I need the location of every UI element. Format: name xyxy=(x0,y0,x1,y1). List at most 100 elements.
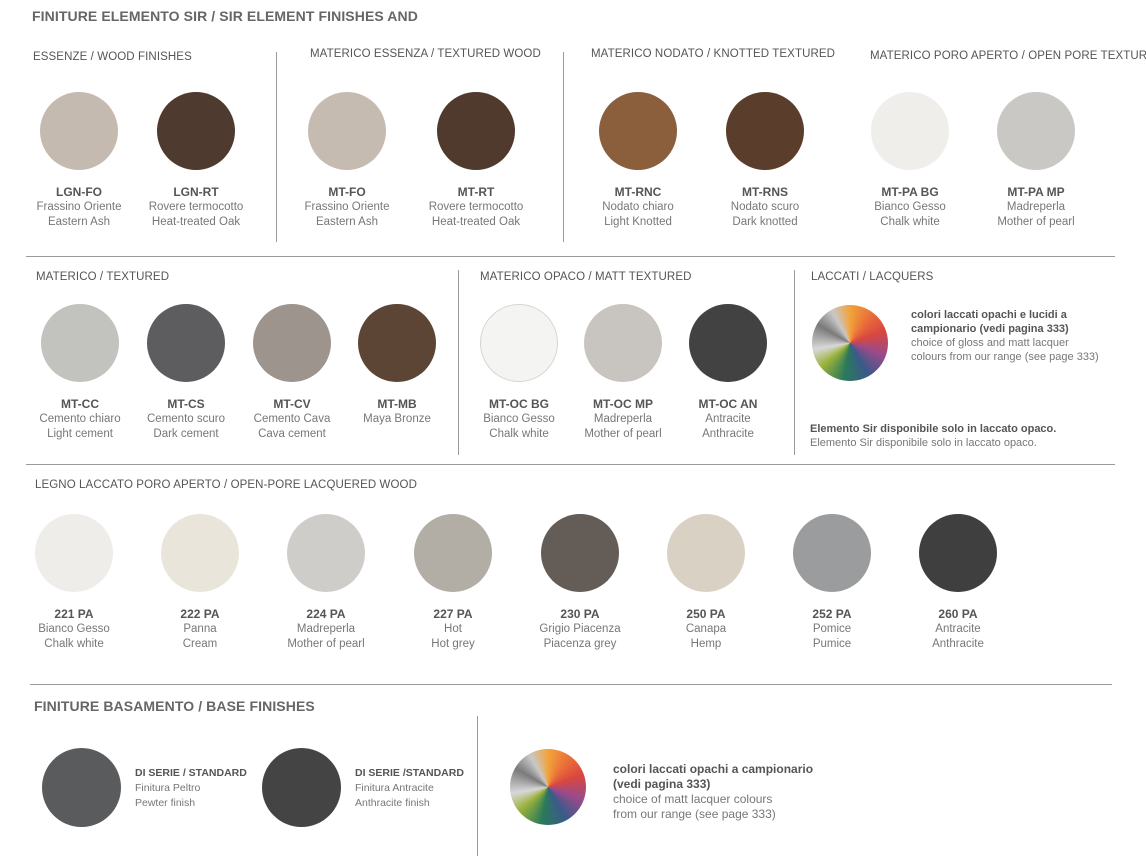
swatch-circle xyxy=(147,304,225,382)
swatch-name-it: Rovere termocotto xyxy=(428,201,524,213)
lacquer-note: colori laccati opachi e lucidi a campion… xyxy=(911,308,1099,364)
divider xyxy=(563,52,564,242)
section-title-lacquered-wood: LEGNO LACCATO PORO APERTO / OPEN-PORE LA… xyxy=(35,479,418,491)
section-title-base: FINITURE BASAMENTO / BASE FINISHES xyxy=(34,698,315,714)
swatch-227-pa: 227 PA Hot Hot grey xyxy=(373,514,533,652)
swatch-circle xyxy=(437,92,515,170)
base-name-en: Anthracite finish xyxy=(355,797,430,809)
lacquer-note-en-2: colours from our range (see page 333) xyxy=(911,351,1099,363)
swatch-circle xyxy=(726,92,804,170)
swatch-mt-fo: MT-FO Frassino Oriente Eastern Ash xyxy=(267,92,427,230)
swatch-name-en: Chalk white xyxy=(44,638,104,650)
swatch-name-it: Rovere termocotto xyxy=(148,201,244,213)
swatch-circle xyxy=(253,304,331,382)
swatch-circle xyxy=(689,304,767,382)
swatch-name-en: Anthracite xyxy=(702,428,754,440)
swatch-name-it: Nodato scuro xyxy=(730,201,800,213)
base-lacquer-note-en-2: from our range (see page 333) xyxy=(613,807,776,821)
base-name-it: Finitura Antracite xyxy=(355,782,434,794)
swatch-name-en: Heat-treated Oak xyxy=(431,216,521,228)
swatch-name-en: Cream xyxy=(182,638,218,650)
section-title-lacquers: LACCATI / LACQUERS xyxy=(811,271,934,283)
swatch-name-it: Antracite xyxy=(705,413,751,425)
swatch-name-en: Light Knotted xyxy=(604,216,672,228)
swatch-name-it: Bianco Gesso xyxy=(38,623,110,635)
swatch-name-it: Madreperla xyxy=(593,413,653,425)
swatch-name-en: Eastern Ash xyxy=(315,216,378,228)
swatch-name-it: Cemento scuro xyxy=(147,413,225,425)
base-label-anthracite: DI SERIE /STANDARD Finitura Antracite An… xyxy=(355,766,464,811)
swatch-circle xyxy=(793,514,871,592)
base-lacquer-note: colori laccati opachi a campionario (ved… xyxy=(613,762,813,822)
swatch-mt-pa-mp: MT-PA MP Madreperla Mother of pearl xyxy=(956,92,1116,230)
swatch-circle xyxy=(358,304,436,382)
swatch-code: 221 PA xyxy=(54,607,94,621)
swatch-mt-rt: MT-RT Rovere termocotto Heat-treated Oak xyxy=(396,92,556,230)
swatch-mt-cc: MT-CC Cemento chiaro Light cement xyxy=(0,304,160,442)
divider xyxy=(458,270,459,455)
swatch-code: 224 PA xyxy=(306,607,346,621)
swatch-code: 260 PA xyxy=(938,607,978,621)
swatch-circle xyxy=(871,92,949,170)
swatch-name-en: Eastern Ash xyxy=(47,216,110,228)
swatch-name-en: Mother of pearl xyxy=(997,216,1075,228)
swatch-name-it: Nodato chiaro xyxy=(602,201,674,213)
base-standard-label: DI SERIE /STANDARD xyxy=(355,767,464,779)
section-title-textured: MATERICO / TEXTURED xyxy=(36,271,170,283)
swatch-230-pa: 230 PA Grigio Piacenza Piacenza grey xyxy=(500,514,660,652)
section-title-wood: ESSENZE / WOOD FINISHES xyxy=(33,51,192,63)
swatch-name-en: Mother of pearl xyxy=(287,638,365,650)
base-lacquer-note-en: choice of matt lacquer colours xyxy=(613,792,773,806)
swatch-260-pa: 260 PA Antracite Anthracite xyxy=(878,514,1038,652)
swatch-name-en: Mother of pearl xyxy=(584,428,662,440)
swatch-name-it: Cemento chiaro xyxy=(39,413,121,425)
swatch-221-pa: 221 PA Bianco Gesso Chalk white xyxy=(0,514,154,652)
availability-note-en: Elemento Sir disponibile solo in laccato… xyxy=(810,437,1037,449)
swatch-name-en: Dark cement xyxy=(153,428,219,440)
swatch-252-pa: 252 PA Pomice Pumice xyxy=(752,514,912,652)
divider xyxy=(794,270,795,455)
availability-note: Elemento Sir disponibile solo in laccato… xyxy=(810,422,1056,450)
swatch-name-it: Frassino Oriente xyxy=(304,201,390,213)
swatch-name-en: Dark knotted xyxy=(732,216,798,228)
swatch-code: 250 PA xyxy=(686,607,726,621)
swatch-name-it: Madreperla xyxy=(296,623,356,635)
swatch-code: 230 PA xyxy=(560,607,600,621)
swatch-name-it: Bianco Gesso xyxy=(874,201,946,213)
swatch-name-en: Heat-treated Oak xyxy=(151,216,241,228)
swatch-name-en: Pumice xyxy=(812,638,852,650)
page-title: FINITURE ELEMENTO SIR / SIR ELEMENT FINI… xyxy=(32,8,418,24)
swatch-name-it: Maya Bronze xyxy=(363,413,431,425)
base-name-en: Pewter finish xyxy=(135,797,196,809)
base-lacquer-note-it: colori laccati opachi a campionario xyxy=(613,762,814,776)
swatch-circle xyxy=(997,92,1075,170)
swatch-code: MT-RT xyxy=(457,185,495,199)
swatch-250-pa: 250 PA Canapa Hemp xyxy=(626,514,786,652)
swatch-code: MT-CC xyxy=(61,397,99,411)
swatch-name-en: Cava cement xyxy=(258,428,326,440)
swatch-name-it: Panna xyxy=(183,623,217,635)
base-standard-label: DI SERIE / STANDARD xyxy=(135,767,247,779)
swatch-name-en: Piacenza grey xyxy=(543,638,617,650)
swatch-code: 227 PA xyxy=(433,607,473,621)
section-title-textured-wood: MATERICO ESSENZA / TEXTURED WOOD xyxy=(310,48,541,60)
swatch-mt-cs: MT-CS Cemento scuro Dark cement xyxy=(106,304,266,442)
divider xyxy=(26,256,1115,257)
swatch-lgn-fo: LGN-FO Frassino Oriente Eastern Ash xyxy=(0,92,159,230)
swatch-name-en: Hemp xyxy=(690,638,722,650)
lacquer-note-it: colori laccati opachi e lucidi a xyxy=(911,309,1067,321)
swatch-222-pa: 222 PA Panna Cream xyxy=(120,514,280,652)
swatch-circle xyxy=(599,92,677,170)
swatch-code: MT-FO xyxy=(328,185,366,199)
swatch-224-pa: 224 PA Madreperla Mother of pearl xyxy=(246,514,406,652)
swatch-name-en: Light cement xyxy=(47,428,113,440)
lacquer-color-wheel-icon xyxy=(812,305,888,381)
swatch-name-it: Grigio Piacenza xyxy=(539,623,621,635)
swatch-name-it: Madreperla xyxy=(1006,201,1066,213)
swatch-circle xyxy=(480,304,558,382)
swatch-code: MT-OC MP xyxy=(593,397,653,411)
swatch-circle xyxy=(584,304,662,382)
swatch-circle xyxy=(287,514,365,592)
swatch-name-en: Anthracite xyxy=(932,638,984,650)
base-name-it: Finitura Peltro xyxy=(135,782,201,794)
